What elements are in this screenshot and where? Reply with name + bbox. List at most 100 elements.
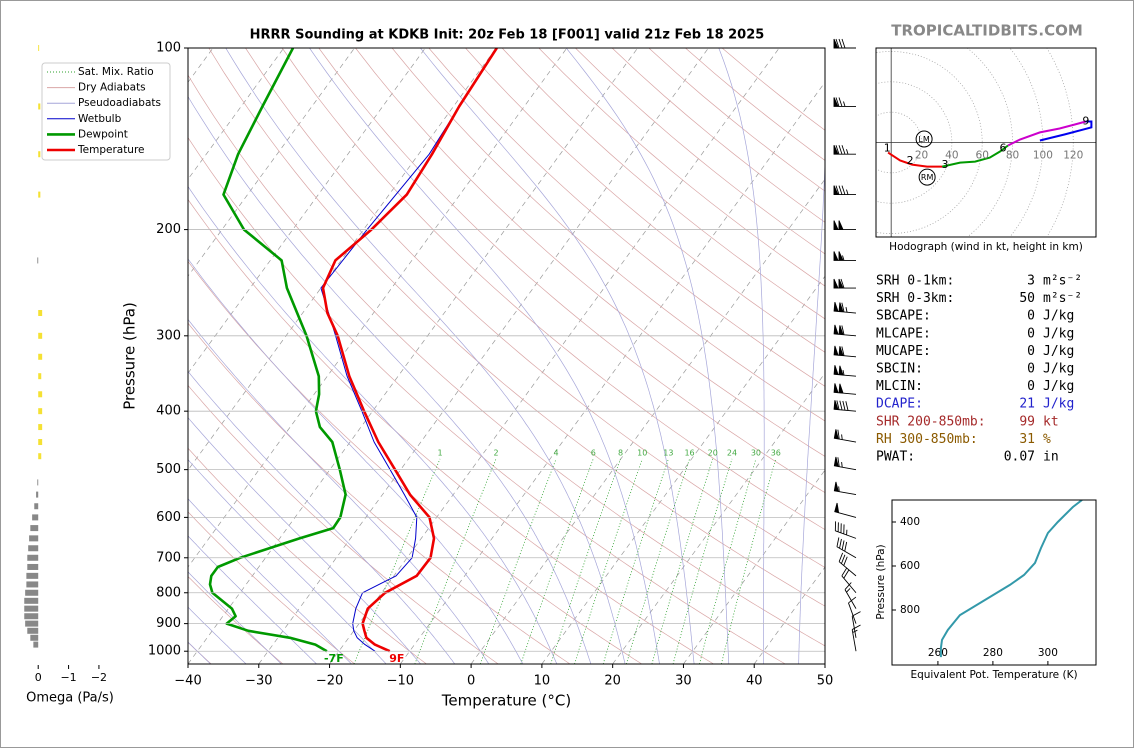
height-label: 1 [884,141,891,154]
dry-adiabat [391,48,825,422]
index-unit: kt [1043,414,1059,429]
index-value: 50 [1019,291,1035,306]
mixing-ratio-label: 10 [637,448,647,457]
x-tick-label: −30 [245,674,272,689]
isotherm [188,48,426,374]
pseudoadiabat [718,48,765,664]
wind-barb [844,582,857,609]
dry-adiabat [318,48,825,494]
hodograph-frame [875,47,1097,238]
pseudoadiabat [420,48,695,664]
mixing-ratio-label: 4 [554,448,559,457]
index-unit: J/kg [1043,326,1074,341]
omega-bar [28,545,39,552]
omega-bar [38,103,41,110]
pseudoadiabat [188,606,247,664]
index-value: 0 [1027,344,1035,359]
wind-barb [833,97,856,107]
hodograph-caption: Hodograph (wind in kt, height in km) [889,241,1083,253]
omega-bar [38,453,42,460]
storm-motion-label: LM [918,135,929,144]
pseudoadiabat [188,535,317,664]
omega-bar [25,589,39,596]
y-tick-label: 800 [156,585,181,600]
x-axis-label: Temperature (°C) [441,692,571,710]
wind-barb [833,220,856,231]
x-tick-label: 0 [467,674,475,689]
dry-adiabat [188,260,642,664]
wind-barb [834,521,857,539]
mixing-ratio-line [520,458,594,664]
profile-line [208,48,347,653]
ring-label: 20 [915,150,928,162]
omega-bar [38,373,42,380]
isotherm [541,275,825,664]
x-tick-label: −10 [387,674,414,689]
dry-adiabat [188,576,284,664]
index-unit: J/kg [1043,397,1074,412]
theta-e-line [939,500,1083,658]
wind-barb [833,324,857,337]
legend: Sat. Mix. Ratio Dry Adiabats Pseudoadiabat… [41,62,171,161]
hodograph-trace [1007,120,1087,147]
y-tick-label: 200 [156,222,181,237]
omega-bar [38,439,43,446]
dry-adiabat [281,48,825,531]
omega-bar [27,554,39,561]
pseudoadiabat [188,185,558,664]
dry-adiabat [188,136,786,664]
y-tick-label: 400 [156,404,181,419]
height-label: 9 [1082,114,1089,127]
wind-barb [833,456,857,471]
wind-barb [833,185,856,196]
x-axis-label: Omega (Pa/s) [26,691,114,706]
dry-adiabat [465,48,825,353]
ring-label: 80 [1006,150,1019,162]
wind-barb [833,365,857,377]
wind-barb [833,429,857,443]
mixing-ratio-label: 24 [727,448,737,457]
omega-bar [37,257,39,264]
index-label: SBCIN: [876,362,923,377]
site-name: TROPICALTIDBITS.COM [891,22,1083,40]
omega-bar [33,641,39,648]
dry-adiabat [188,384,499,664]
mixing-ratio-label: 16 [684,448,694,457]
isotherm [329,48,780,664]
pseudoadiabat [188,459,387,664]
index-unit: % [1043,432,1051,447]
legend-label: Dewpoint [78,128,128,140]
wind-barb [851,611,861,638]
x-tick-label: −2 [91,671,107,684]
wind-barb [833,38,856,49]
legend-label: Wetbulb [78,113,122,125]
height-label: 6 [999,141,1006,154]
x-tick-label: 30 [675,674,692,689]
wind-barb [833,278,856,289]
omega-bar [38,391,43,398]
hodograph-trace [941,144,1009,168]
wind-barb [834,502,857,518]
index-label: DCAPE: [876,397,923,412]
dry-adiabat [188,447,427,664]
isotherm [188,48,638,664]
dry-adiabat [245,48,825,568]
index-unit: m²s⁻² [1043,274,1082,289]
pseudoadiabat [188,571,282,664]
pseudoadiabat [565,48,730,664]
y-tick-label: 300 [156,328,181,343]
wind-barb [833,251,856,261]
dry-adiabat [188,322,571,664]
x-tick-label: 40 [746,674,763,689]
wind-barb [851,624,861,652]
dry-adiabat [188,511,355,664]
y-axis-label: Pressure (hPa) [121,302,139,410]
index-unit: J/kg [1043,379,1074,394]
mixing-ratio-line [574,458,643,664]
omega-bar [38,408,43,415]
wind-barb [833,145,856,155]
wind-barb [836,537,857,559]
omega-bar [24,613,39,620]
dry-adiabat [355,48,825,457]
